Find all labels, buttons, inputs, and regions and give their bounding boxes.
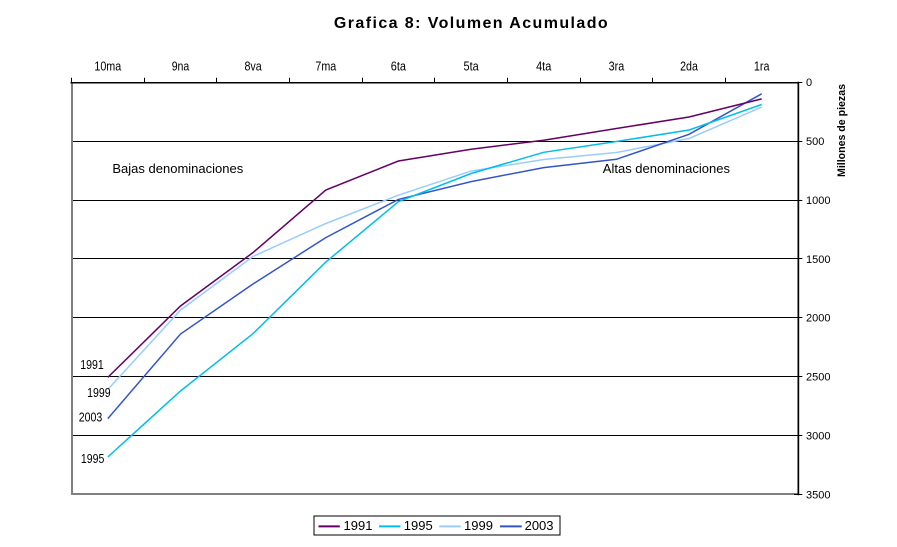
svg-text:1991: 1991 xyxy=(80,357,104,372)
svg-text:1ra: 1ra xyxy=(754,58,770,73)
svg-text:2003: 2003 xyxy=(79,410,103,425)
svg-text:Millones de piezas: Millones de piezas xyxy=(836,84,848,177)
svg-text:Bajas denominaciones: Bajas denominaciones xyxy=(112,161,243,176)
svg-text:Grafica 8: Volumen Acumulado: Grafica 8: Volumen Acumulado xyxy=(334,15,608,32)
svg-text:2500: 2500 xyxy=(806,372,830,384)
svg-text:4ta: 4ta xyxy=(536,58,552,73)
svg-text:6ta: 6ta xyxy=(391,58,407,73)
svg-text:3000: 3000 xyxy=(806,430,830,442)
svg-text:1999: 1999 xyxy=(464,518,493,533)
svg-text:5ta: 5ta xyxy=(464,58,480,73)
svg-text:1000: 1000 xyxy=(806,195,830,207)
svg-text:1995: 1995 xyxy=(404,518,433,533)
svg-text:2000: 2000 xyxy=(806,313,830,325)
svg-text:10ma: 10ma xyxy=(94,58,122,73)
svg-text:500: 500 xyxy=(806,136,824,148)
svg-text:Altas denominaciones: Altas denominaciones xyxy=(603,161,731,176)
svg-text:3ra: 3ra xyxy=(609,58,625,73)
svg-text:1995: 1995 xyxy=(81,451,105,466)
svg-text:1991: 1991 xyxy=(344,518,373,533)
svg-text:2da: 2da xyxy=(680,58,698,73)
svg-text:0: 0 xyxy=(806,77,812,89)
svg-text:7ma: 7ma xyxy=(315,58,337,73)
svg-text:8va: 8va xyxy=(244,58,262,73)
svg-text:1500: 1500 xyxy=(806,254,830,266)
svg-text:2003: 2003 xyxy=(525,518,554,533)
svg-text:3500: 3500 xyxy=(806,489,830,501)
svg-text:1999: 1999 xyxy=(87,385,111,400)
svg-text:9na: 9na xyxy=(172,58,190,73)
